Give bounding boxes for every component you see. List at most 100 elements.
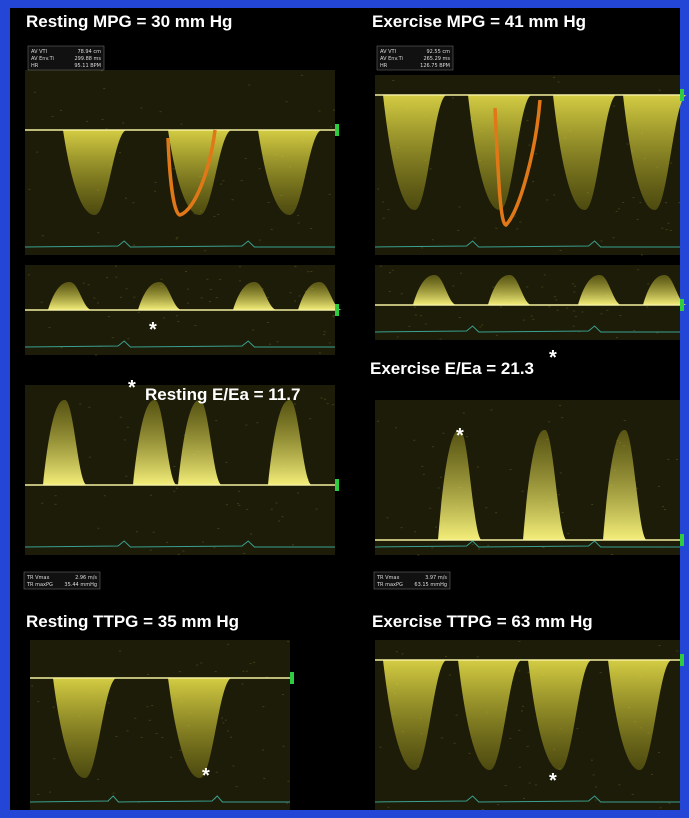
noise (97, 232, 99, 233)
noise (553, 77, 555, 78)
noise (246, 671, 248, 672)
noise (239, 280, 241, 281)
noise (500, 306, 502, 307)
noise (176, 488, 178, 489)
noise (532, 319, 534, 320)
noise (262, 706, 264, 707)
measurement-label: AV VTI (31, 49, 47, 55)
noise (275, 503, 277, 504)
noise (141, 737, 143, 738)
noise (666, 229, 668, 230)
measurement-label: TR maxPG (26, 582, 53, 588)
noise (523, 798, 525, 799)
noise (468, 753, 470, 754)
noise (173, 168, 175, 169)
noise (52, 116, 54, 117)
noise (136, 531, 138, 532)
noise (527, 746, 529, 747)
noise (230, 737, 232, 738)
noise (633, 197, 635, 198)
noise (387, 517, 389, 518)
noise (601, 240, 603, 241)
noise (667, 223, 669, 224)
noise (591, 504, 593, 505)
noise (106, 128, 108, 129)
noise (103, 88, 105, 89)
measurement-value: 95.11 BPM (74, 63, 101, 69)
noise (415, 315, 417, 316)
measurement-value: 3.97 m/s (425, 575, 447, 581)
noise (329, 342, 331, 343)
noise (678, 202, 680, 203)
noise (132, 202, 134, 203)
noise (389, 272, 391, 273)
noise (382, 201, 384, 202)
noise (124, 439, 126, 440)
noise (618, 208, 620, 209)
noise (518, 670, 520, 671)
noise (268, 202, 270, 203)
noise (576, 728, 578, 729)
noise (125, 198, 127, 199)
noise (177, 321, 179, 322)
noise (178, 554, 180, 555)
noise (414, 531, 416, 532)
noise (557, 310, 559, 311)
noise (301, 75, 303, 76)
noise (34, 92, 36, 93)
noise (420, 315, 422, 316)
noise (298, 295, 300, 296)
noise (637, 219, 639, 220)
noise (639, 202, 641, 203)
noise (659, 90, 661, 91)
noise (176, 238, 178, 239)
baseline-marker (680, 299, 684, 311)
noise (496, 335, 498, 336)
noise (421, 466, 423, 467)
noise (53, 758, 55, 759)
noise (150, 550, 152, 551)
noise (245, 425, 247, 426)
measurement-value: 63.15 mmHg (414, 582, 447, 588)
noise (127, 338, 129, 339)
noise (523, 320, 525, 321)
noise (413, 440, 415, 441)
noise (472, 544, 474, 545)
noise (31, 685, 33, 686)
noise (242, 671, 244, 672)
noise (492, 287, 494, 288)
noise (28, 274, 30, 275)
noise (226, 504, 228, 505)
asterisk: * (202, 765, 210, 787)
noise (187, 289, 189, 290)
noise (387, 807, 389, 808)
noise (442, 433, 444, 434)
noise (42, 235, 44, 236)
noise (553, 195, 555, 196)
noise (319, 110, 321, 111)
noise (259, 240, 261, 241)
mpg-title: Resting MPG = 30 mm Hg (26, 12, 232, 31)
noise (253, 662, 255, 663)
noise (641, 254, 643, 255)
noise (532, 181, 534, 182)
noise (401, 653, 403, 654)
noise (526, 286, 528, 287)
baseline-marker (680, 654, 684, 666)
noise (147, 674, 149, 675)
noise (627, 144, 629, 145)
noise (149, 720, 151, 721)
noise (287, 641, 289, 642)
noise (423, 474, 425, 475)
noise (612, 237, 614, 238)
noise (516, 228, 518, 229)
noise (659, 645, 661, 646)
noise (383, 218, 385, 219)
noise (479, 326, 481, 327)
noise (632, 794, 634, 795)
noise (574, 286, 576, 287)
baseline-marker (335, 304, 339, 316)
noise (307, 271, 309, 272)
noise (252, 330, 254, 331)
noise (237, 503, 239, 504)
